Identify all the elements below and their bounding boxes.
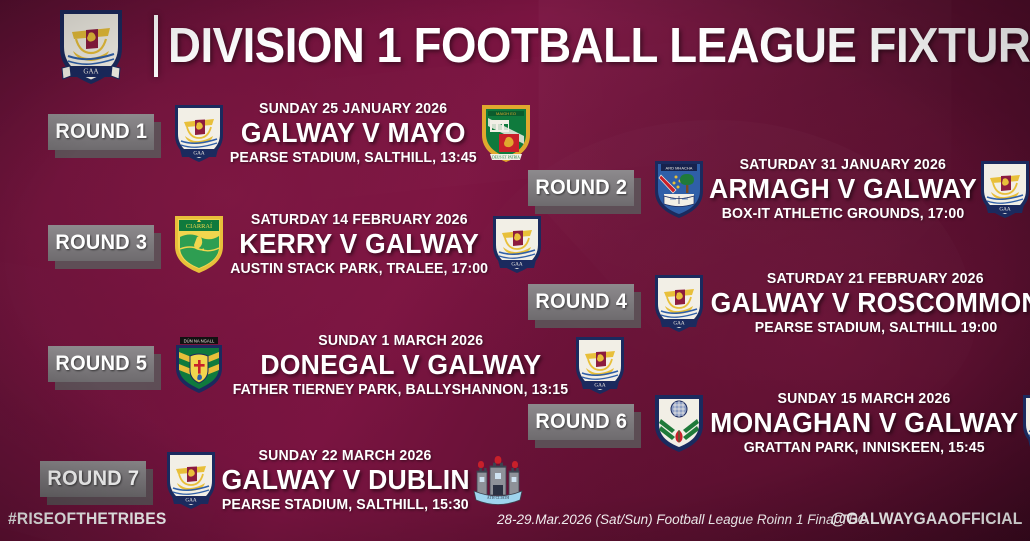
title-divider-rule bbox=[154, 15, 158, 77]
fixture-teams: GALWAY V MAYO bbox=[240, 117, 466, 149]
fixture-round-6[interactable]: ROUND 6 SUNDAY 15 MARCH 2026 MONAGHAN V … bbox=[528, 386, 1030, 460]
fixture-date: SUNDAY 22 MARCH 2026 bbox=[258, 447, 432, 465]
fixture-date: SATURDAY 31 JANUARY 2026 bbox=[739, 156, 947, 174]
svg-text:GAA: GAA bbox=[83, 68, 98, 76]
page-title: DIVISION 1 FOOTBALL LEAGUE FIXTURES 2026 bbox=[168, 18, 1030, 73]
round-label: ROUND 4 bbox=[535, 290, 627, 313]
fixture-details-5: SUNDAY 1 MARCH 2026 DONEGAL V GALWAY FAT… bbox=[222, 332, 579, 397]
fixture-venue: BOX-IT ATHLETIC GROUNDS, 17:00 bbox=[721, 204, 965, 222]
fixture-date: SUNDAY 25 JANUARY 2026 bbox=[259, 100, 448, 118]
kerry-crest-icon: CIARRAÍ bbox=[172, 213, 226, 275]
fixture-date: SATURDAY 21 FEBRUARY 2026 bbox=[767, 270, 985, 288]
round-badge-2: ROUND 2 bbox=[528, 170, 641, 214]
fixture-round-1[interactable]: ROUND 1 GAA SUNDAY 25 JANUARY 2026 GALWA… bbox=[48, 96, 533, 170]
footer-final-note: 28-29.Mar.2026 (Sat/Sun) Football League… bbox=[497, 512, 868, 527]
mayo-crest-icon: MAIGH EO DEUS ET PATRIA bbox=[479, 102, 533, 164]
svg-text:GAA: GAA bbox=[594, 383, 605, 389]
galway-crest-icon: GAA bbox=[978, 158, 1030, 220]
donegal-crest-icon: DÚN NA NGALL bbox=[172, 334, 226, 396]
galway-crest-icon: GAA bbox=[573, 334, 627, 396]
svg-text:DÚN NA NGALL: DÚN NA NGALL bbox=[184, 338, 215, 343]
poster-footer: #RISEOFTHETRIBES 28-29.Mar.2026 (Sat/Sun… bbox=[0, 507, 1030, 533]
galway-gaa-crest-icon: GAA bbox=[56, 6, 126, 86]
round-label: ROUND 7 bbox=[47, 467, 139, 490]
fixture-round-5[interactable]: ROUND 5 DÚN NA NGALL SUNDAY 1 MARCH 2026… bbox=[48, 328, 627, 402]
fixture-teams: GALWAY V DUBLIN bbox=[221, 464, 470, 496]
fixture-venue: AUSTIN STACK PARK, TRALEE, 17:00 bbox=[230, 259, 489, 277]
fixture-date: SUNDAY 1 MARCH 2026 bbox=[317, 332, 483, 350]
galway-crest-icon: GAA bbox=[652, 272, 706, 334]
fixture-round-4[interactable]: ROUND 4 GAA SATURDAY 21 FEBRUARY 2026 GA… bbox=[528, 266, 1030, 340]
fixture-details-4: SATURDAY 21 FEBRUARY 2026 GALWAY V ROSCO… bbox=[702, 270, 1030, 335]
round-badge-5: ROUND 5 bbox=[48, 346, 161, 390]
fixture-date: SATURDAY 14 FEBRUARY 2026 bbox=[250, 211, 468, 229]
svg-text:GAA: GAA bbox=[185, 498, 196, 504]
round-badge-1: ROUND 1 bbox=[48, 114, 161, 158]
svg-text:CIARRAÍ: CIARRAÍ bbox=[186, 222, 212, 230]
round-badge-3: ROUND 3 bbox=[48, 225, 161, 269]
fixture-teams: KERRY V GALWAY bbox=[239, 228, 480, 260]
dublin-crest-icon: ÁTH CLIATH bbox=[471, 449, 525, 511]
galway-crest-icon: GAA bbox=[172, 102, 226, 164]
galway-crest-icon: GAA bbox=[490, 213, 544, 275]
fixture-details-7: SUNDAY 22 MARCH 2026 GALWAY V DUBLIN PEA… bbox=[214, 447, 477, 512]
fixture-venue: PEARSE STADIUM, SALTHILL, 13:45 bbox=[229, 148, 477, 166]
svg-text:ARD MHACHA: ARD MHACHA bbox=[666, 165, 693, 170]
fixture-details-6: SUNDAY 15 MARCH 2026 MONAGHAN V GALWAY G… bbox=[702, 390, 1026, 455]
round-label: ROUND 6 bbox=[535, 410, 627, 433]
fixture-teams: ARMAGH V GALWAY bbox=[709, 173, 977, 205]
round-label: ROUND 2 bbox=[535, 176, 627, 199]
fixture-teams: DONEGAL V GALWAY bbox=[259, 349, 541, 381]
galway-crest-icon: GAA bbox=[1020, 392, 1030, 454]
monaghan-crest-icon bbox=[652, 392, 706, 454]
round-label: ROUND 3 bbox=[55, 231, 147, 254]
svg-text:GAA: GAA bbox=[512, 262, 523, 268]
svg-text:GAA: GAA bbox=[999, 207, 1010, 213]
galway-crest-icon: GAA bbox=[164, 449, 218, 511]
svg-text:GAA: GAA bbox=[673, 321, 684, 327]
fixture-venue: PEARSE STADIUM, SALTHILL 19:00 bbox=[754, 318, 997, 336]
round-badge-4: ROUND 4 bbox=[528, 284, 641, 328]
round-badge-6: ROUND 6 bbox=[528, 404, 641, 448]
fixture-date: SUNDAY 15 MARCH 2026 bbox=[777, 390, 951, 408]
round-badge-7: ROUND 7 bbox=[40, 461, 153, 505]
round-label: ROUND 1 bbox=[55, 120, 147, 143]
svg-text:DEUS ET PATRIA: DEUS ET PATRIA bbox=[492, 155, 520, 159]
round-label: ROUND 5 bbox=[55, 352, 147, 375]
fixture-round-7[interactable]: ROUND 7 GAA SUNDAY 22 MARCH 2026 GALWAY … bbox=[40, 443, 525, 517]
footer-handle: @GALWAYGAAOFFICIAL bbox=[830, 509, 1022, 528]
fixture-venue: FATHER TIERNEY PARK, BALLYSHANNON, 13:15 bbox=[232, 380, 569, 398]
fixture-round-3[interactable]: ROUND 3 CIARRAÍ SATURDAY 14 FEBRUARY 202… bbox=[48, 207, 544, 281]
svg-text:ÁTH CLIATH: ÁTH CLIATH bbox=[486, 495, 509, 500]
fixture-venue: GRATTAN PARK, INNISKEEN, 15:45 bbox=[743, 438, 985, 456]
svg-text:GAA: GAA bbox=[193, 151, 204, 157]
fixture-details-2: SATURDAY 31 JANUARY 2026 ARMAGH V GALWAY… bbox=[702, 156, 984, 221]
footer-hashtag: #RISEOFTHETRIBES bbox=[8, 509, 167, 528]
armagh-crest-icon: ARD MHACHA bbox=[652, 158, 706, 220]
fixture-round-2[interactable]: ROUND 2 ARD MHACHA SATURDAY 31 JANUARY 2… bbox=[528, 152, 1030, 226]
fixture-details-3: SATURDAY 14 FEBRUARY 2026 KERRY V GALWAY… bbox=[222, 211, 496, 276]
poster-header: GAA DIVISION 1 FOOTBALL LEAGUE FIXTURES … bbox=[0, 0, 1030, 92]
fixture-venue: PEARSE STADIUM, SALTHILL, 15:30 bbox=[221, 495, 469, 513]
fixture-teams: MONAGHAN V GALWAY bbox=[710, 407, 1019, 439]
svg-text:MAIGH EO: MAIGH EO bbox=[496, 111, 516, 116]
fixture-details-1: SUNDAY 25 JANUARY 2026 GALWAY V MAYO PEA… bbox=[222, 100, 485, 165]
fixture-teams: GALWAY V ROSCOMMON bbox=[710, 287, 1030, 319]
